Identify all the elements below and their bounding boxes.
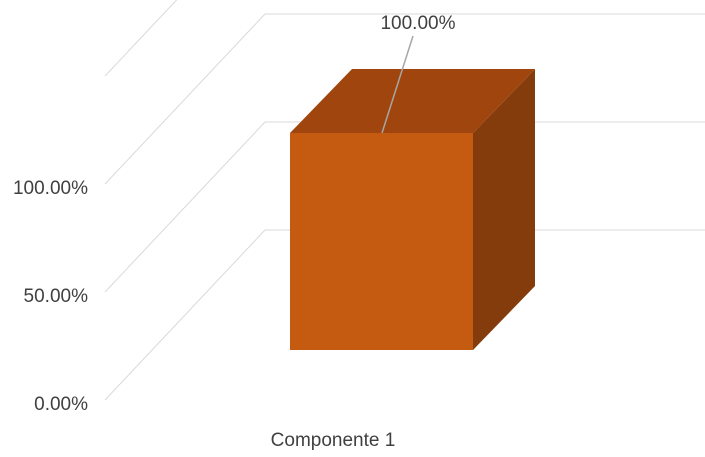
y-tick-label-1: 50.00% xyxy=(24,286,89,307)
data-label-leader-line xyxy=(381,35,414,134)
bars xyxy=(290,69,535,350)
x-category-label: Componente 1 xyxy=(271,430,396,451)
bar-front-face xyxy=(290,133,473,350)
bar-top-face xyxy=(290,69,535,133)
data-label: 100.00% xyxy=(380,13,455,34)
gridline-diagonal xyxy=(104,229,266,401)
gridline-diagonal xyxy=(104,121,266,293)
y-axis-ticks: 0.00% 50.00% 100.00% xyxy=(13,178,88,415)
y-tick-label-0: 0.00% xyxy=(34,394,88,415)
bar-side-face xyxy=(473,69,535,350)
gridline-diagonal xyxy=(104,0,178,77)
bar-0 xyxy=(290,69,535,350)
gridline-diagonal xyxy=(104,13,266,185)
y-tick-label-2: 100.00% xyxy=(13,178,88,199)
